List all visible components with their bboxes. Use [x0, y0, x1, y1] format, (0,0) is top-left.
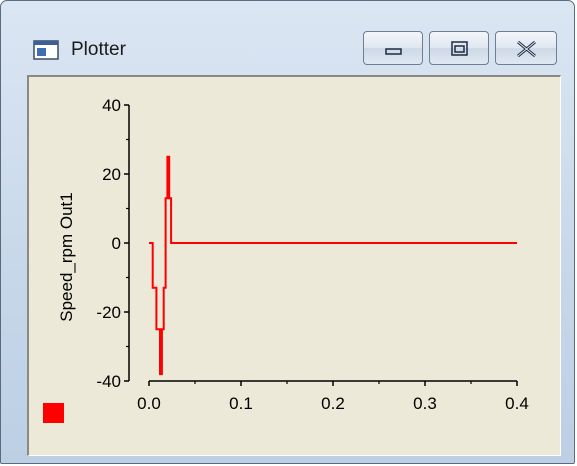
x-axis: 0.0 0.1 0.2 0.3 0.4	[137, 380, 529, 413]
close-button[interactable]	[495, 31, 557, 65]
minimize-button[interactable]	[363, 31, 423, 65]
window-app-icon	[33, 40, 59, 60]
x-tick-label: 0.0	[137, 394, 161, 413]
close-icon	[517, 40, 536, 58]
y-axis-label: Speed_rpm Out1	[57, 192, 76, 321]
restore-icon	[451, 41, 468, 56]
plot-area: 40 20 0 -20 -40 0.0 0.1 0.2 0.3 0.4 Speed_rpm Ou…	[27, 75, 561, 456]
y-tick-label: -20	[96, 303, 121, 322]
window-title: Plotter	[71, 39, 126, 60]
maximize-button[interactable]	[429, 31, 489, 65]
x-tick-label: 0.3	[413, 394, 437, 413]
y-tick-label: 0	[112, 234, 121, 253]
title-bar[interactable]	[1, 1, 574, 31]
y-tick-label: -40	[96, 372, 121, 391]
series-group	[149, 155, 517, 376]
y-tick-label: 40	[102, 96, 121, 115]
y-axis: 40 20 0 -20 -40	[96, 96, 130, 391]
x-tick-label: 0.4	[505, 394, 529, 413]
plot-canvas[interactable]: 40 20 0 -20 -40 0.0 0.1 0.2 0.3 0.4 Speed_rpm Ou…	[29, 77, 561, 456]
y-tick-label: 20	[102, 165, 121, 184]
minimize-icon	[385, 48, 402, 55]
series-line	[149, 155, 517, 376]
x-tick-label: 0.2	[321, 394, 345, 413]
x-tick-label: 0.1	[229, 394, 253, 413]
legend-color-swatch[interactable]	[43, 403, 64, 423]
